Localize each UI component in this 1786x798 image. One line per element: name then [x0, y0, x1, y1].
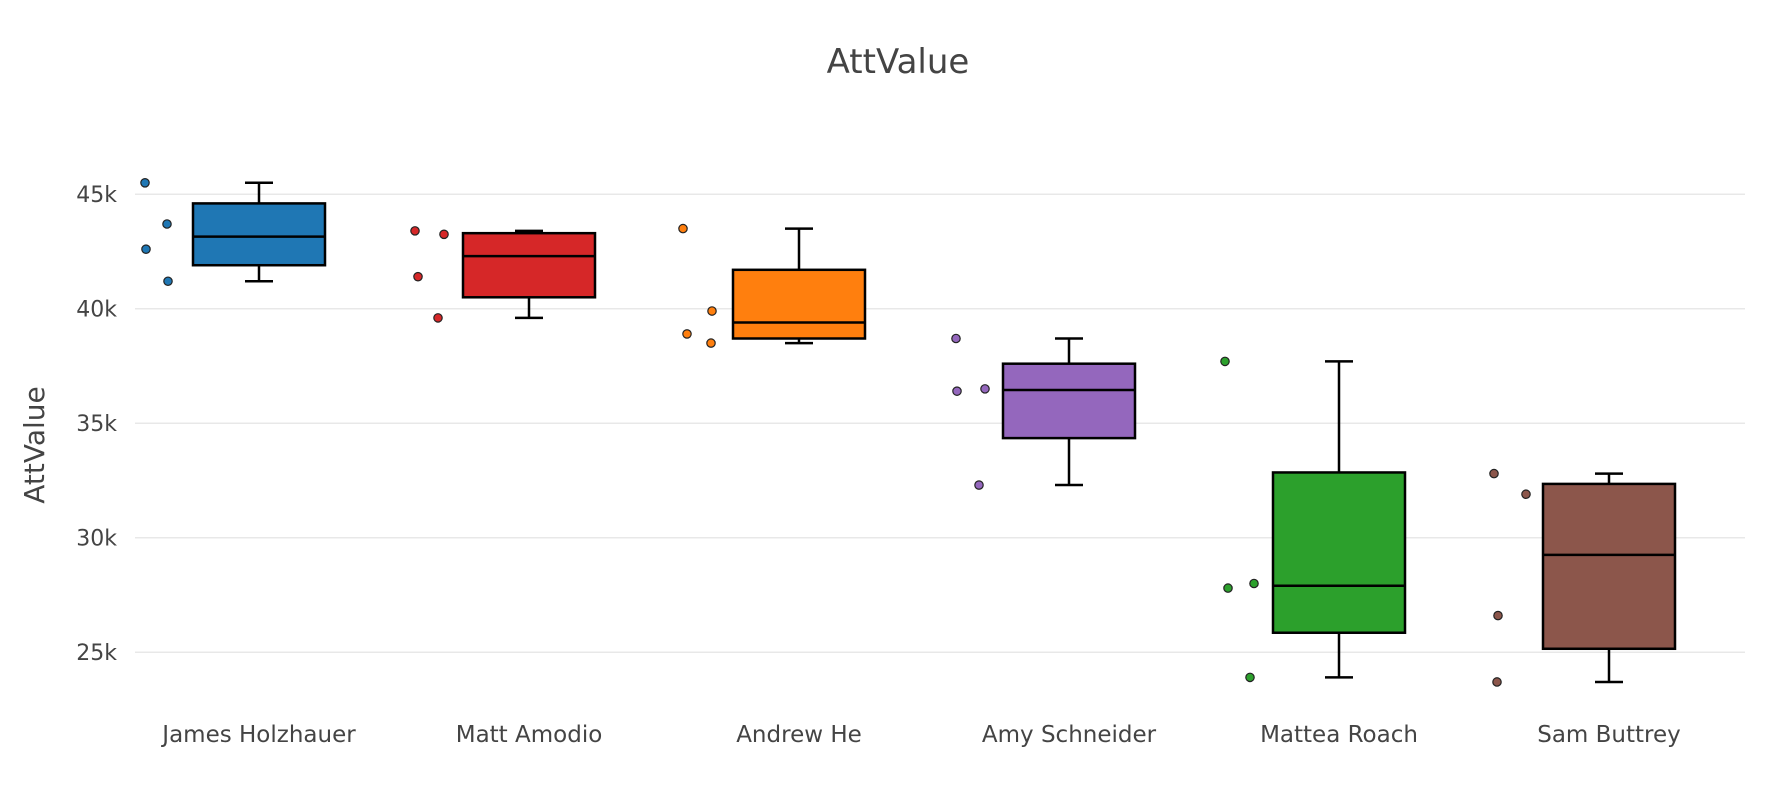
- x-category-label: Sam Buttrey: [1537, 722, 1681, 748]
- box-james-holzhauer[interactable]: [191, 181, 327, 283]
- data-point[interactable]: [141, 244, 151, 254]
- data-point[interactable]: [1489, 468, 1499, 479]
- iqr-box: [1271, 471, 1407, 634]
- box-mattea-roach[interactable]: [1271, 360, 1407, 679]
- grid-layer: [135, 193, 1745, 653]
- data-point[interactable]: [1249, 578, 1259, 589]
- data-point[interactable]: [707, 306, 717, 316]
- data-point[interactable]: [162, 219, 172, 229]
- x-category-label: James Holzhauer: [160, 722, 356, 748]
- y-axis-title: AttValue: [18, 386, 51, 504]
- data-point[interactable]: [1521, 489, 1531, 500]
- iqr-box: [191, 202, 327, 267]
- y-tick-label: 40k: [76, 298, 117, 323]
- y-tick-label: 30k: [76, 527, 117, 552]
- data-point[interactable]: [439, 229, 449, 240]
- y-tick-label: 45k: [76, 183, 117, 208]
- data-point[interactable]: [1223, 583, 1233, 593]
- x-category-label: Andrew He: [736, 722, 862, 748]
- data-point[interactable]: [433, 313, 443, 323]
- y-tick-label: 25k: [76, 641, 117, 666]
- x-axis: James Holzhauer Matt Amodio Andrew He Amy S…: [160, 722, 1680, 748]
- data-point[interactable]: [1492, 677, 1502, 687]
- data-point[interactable]: [1220, 356, 1230, 367]
- box-amy-schneider[interactable]: [1001, 337, 1137, 487]
- data-point[interactable]: [706, 338, 716, 348]
- data-point[interactable]: [678, 223, 688, 234]
- data-point[interactable]: [410, 226, 420, 236]
- y-axis: 25k 30k 35k 40k 45k: [76, 183, 117, 666]
- y-tick-label: 35k: [76, 412, 117, 437]
- iqr-box: [1001, 362, 1137, 440]
- data-point[interactable]: [140, 177, 150, 188]
- point-layer: [140, 177, 1531, 687]
- data-point[interactable]: [413, 271, 423, 282]
- data-point[interactable]: [1245, 672, 1255, 683]
- box-andrew-he[interactable]: [731, 227, 867, 345]
- x-category-label: Matt Amodio: [456, 722, 603, 748]
- box-matt-amodio[interactable]: [461, 229, 597, 320]
- data-point[interactable]: [952, 386, 962, 396]
- x-category-label: Mattea Roach: [1260, 722, 1418, 748]
- iqr-box: [731, 268, 867, 340]
- data-point[interactable]: [980, 384, 990, 394]
- data-point[interactable]: [951, 333, 961, 344]
- x-category-label: Amy Schneider: [982, 722, 1157, 748]
- data-point[interactable]: [974, 480, 984, 490]
- data-point[interactable]: [1493, 610, 1503, 621]
- data-point[interactable]: [682, 329, 692, 339]
- iqr-box: [1541, 482, 1677, 651]
- chart-title: AttValue: [827, 42, 970, 82]
- data-point[interactable]: [163, 276, 173, 287]
- iqr-box: [461, 231, 597, 299]
- box-layer: [191, 181, 1677, 684]
- box-sam-buttrey[interactable]: [1541, 472, 1677, 684]
